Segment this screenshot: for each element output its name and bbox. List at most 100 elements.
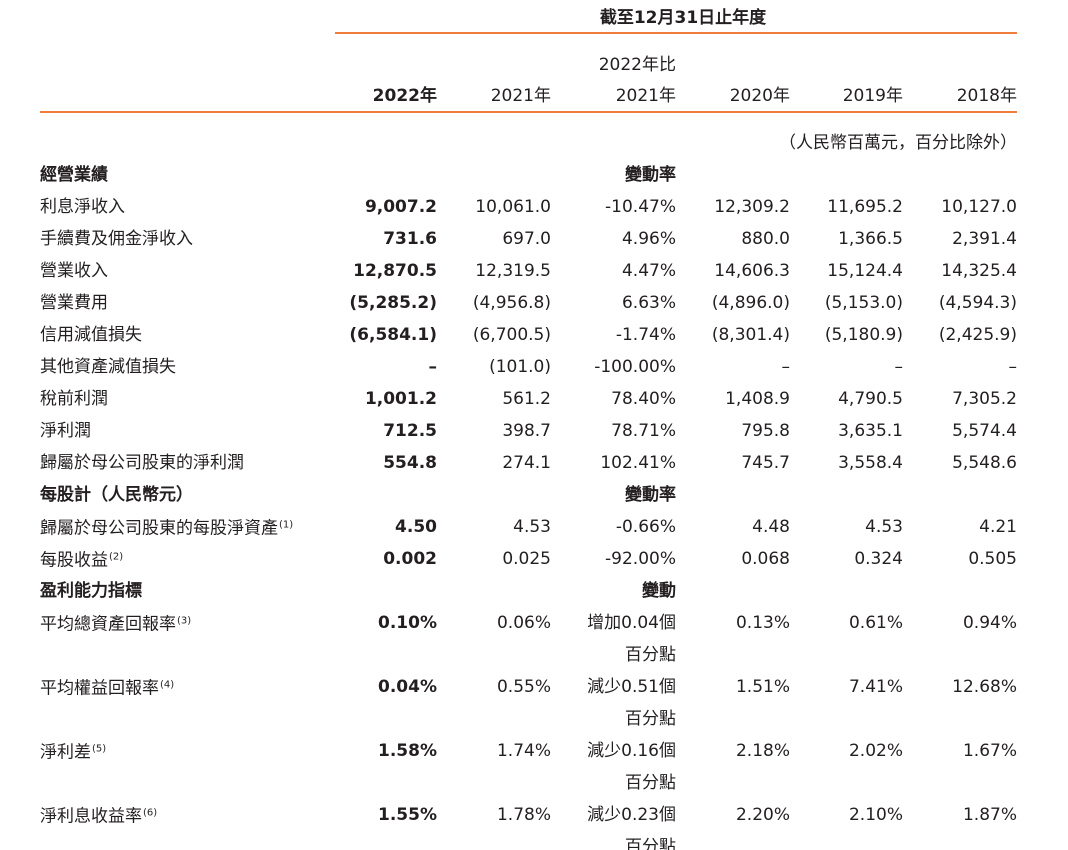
cell: 減少0.23個 [587,805,676,825]
cell: 5,548.6 [952,453,1017,473]
cell: 0.10% [378,613,437,633]
cell: 2,391.4 [952,229,1017,249]
footnote-ref: (2) [109,551,124,563]
cell: (5,285.2) [349,293,437,313]
cell: 10,127.0 [941,197,1017,217]
cell: 712.5 [383,421,437,441]
row-label: 信用減值損失 [40,324,142,346]
change-header: 變動率 [625,485,676,505]
cell: 3,635.1 [838,421,903,441]
cell: 0.068 [741,549,790,569]
cell: -10.47% [605,197,676,217]
section-title: 經營業績 [40,165,108,185]
cell: – [1008,357,1018,377]
cell: 561.2 [502,389,551,409]
cell: 2.02% [848,741,903,761]
cell: 12,309.2 [714,197,790,217]
cell: 14,606.3 [714,261,790,281]
cell: 15,124.4 [827,261,903,281]
label-text: 淨利潤 [40,421,91,441]
cell: 0.61% [848,613,903,633]
cell: 4.47% [621,261,676,281]
label-text: 營業費用 [40,293,108,313]
cell: -1.74% [615,325,676,345]
label-text: 營業收入 [40,261,108,281]
column-header: 2021年 [490,86,551,106]
cell: 880.0 [741,229,790,249]
cell: – [781,357,791,377]
row-label: 淨利息收益率(6) [40,803,157,828]
cell: (4,956.8) [472,293,551,313]
cell: 0.13% [735,613,790,633]
cell: 4.53 [513,517,551,537]
cell: 0.002 [383,549,437,569]
cell: 274.1 [502,453,551,473]
cell-continued: 百分點 [625,645,676,665]
cell: 2.10% [848,805,903,825]
footnote-ref: (1) [279,519,294,531]
cell: – [894,357,904,377]
cell: 697.0 [502,229,551,249]
cell-continued: 百分點 [625,773,676,793]
footnote-ref: (6) [143,807,158,819]
cell-continued: 百分點 [625,837,676,850]
cell: 102.41% [600,453,676,473]
label-text: 淨利息收益率 [40,806,142,827]
label-text: 平均總資產回報率 [40,614,176,635]
cell: 0.505 [968,549,1017,569]
cell: 78.40% [611,389,676,409]
unit-note: （人民幣百萬元，百分比除外） [779,133,1017,153]
cell: 0.324 [854,549,903,569]
row-label: 淨利潤 [40,420,91,442]
footnote-ref: (4) [160,679,175,691]
cell: 0.04% [378,677,437,697]
label-text: 平均權益回報率 [40,678,159,699]
column-header: 2018年 [956,86,1017,106]
row-label: 利息淨收入 [40,196,125,218]
cell: 增加0.04個 [587,613,676,633]
cell: 減少0.16個 [587,741,676,761]
cell: 795.8 [741,421,790,441]
cell: 554.8 [383,453,437,473]
cell: 4.21 [979,517,1017,537]
cell: 7,305.2 [952,389,1017,409]
row-label: 平均權益回報率(4) [40,675,174,700]
label-text: 每股收益 [40,550,108,571]
section-title: 每股計（人民幣元） [40,485,193,505]
cell: 1.87% [962,805,1017,825]
cell: (6,700.5) [472,325,551,345]
cell: (2,425.9) [938,325,1017,345]
cell: 9,007.2 [364,197,437,217]
label-text: 利息淨收入 [40,197,125,217]
row-label: 每股收益(2) [40,547,123,572]
header-rule [40,111,1017,113]
label-text: 其他資產減值損失 [40,357,176,377]
column-header: 2020年 [729,86,790,106]
cell: 1.58% [378,741,437,761]
cell: 4.50 [395,517,437,537]
cell: 745.7 [741,453,790,473]
change-header: 變動 [642,581,676,601]
row-label: 平均總資產回報率(3) [40,611,191,636]
cell: 0.55% [496,677,551,697]
section-title: 盈利能力指標 [40,581,142,601]
cell: 4.96% [621,229,676,249]
row-label: 手續費及佣金淨收入 [40,228,193,250]
cell: 12,319.5 [475,261,551,281]
cell: 1,408.9 [725,389,790,409]
cell: (4,594.3) [938,293,1017,313]
label-text: 手續費及佣金淨收入 [40,229,193,249]
cell: 1.51% [735,677,790,697]
cell: 12.68% [952,677,1017,697]
cell: 0.94% [962,613,1017,633]
cell: (5,180.9) [824,325,903,345]
cell: 0.06% [496,613,551,633]
cell-continued: 百分點 [625,709,676,729]
cell: -92.00% [605,549,676,569]
cell: 5,574.4 [952,421,1017,441]
label-text: 淨利差 [40,742,91,763]
footnote-ref: (5) [92,743,107,755]
cell: 0.025 [502,549,551,569]
cell: 14,325.4 [941,261,1017,281]
cell: – [428,357,438,377]
